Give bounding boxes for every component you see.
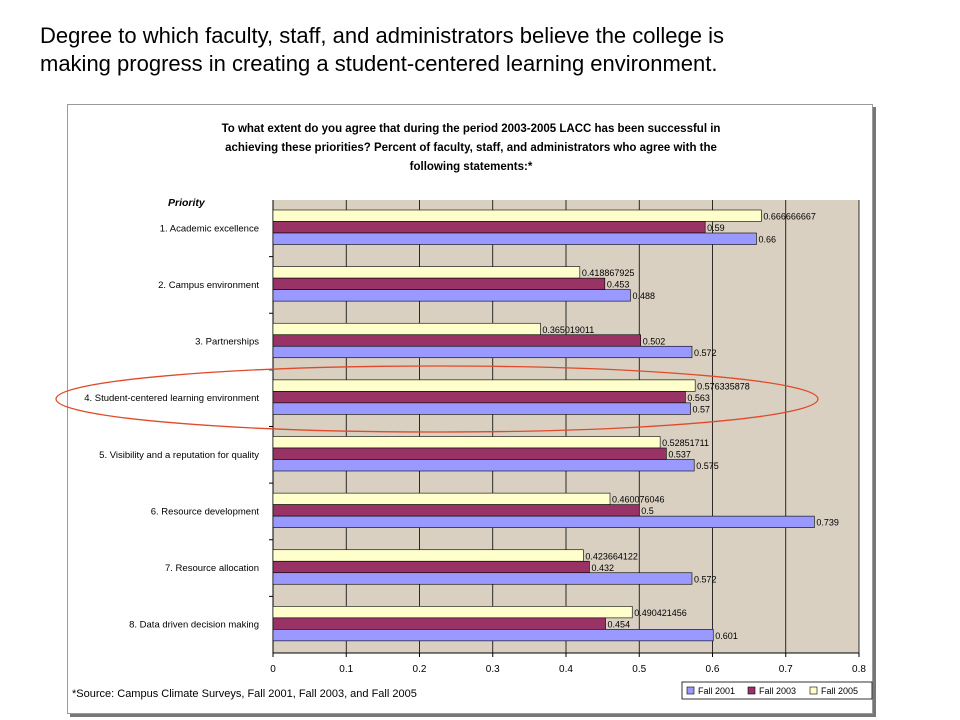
x-tick-label-8: 0.8 [852, 664, 866, 675]
data-label-fall-2005-5: 0.52851711 [662, 438, 709, 448]
x-tick-label-4: 0.4 [559, 664, 573, 675]
bar-fall-2005-8 [272, 606, 633, 619]
chart-title-line-2: achieving these priorities? Percent of f… [225, 142, 717, 154]
bar-fall-2001-5 [272, 459, 695, 472]
bar-fall-2001-2 [272, 289, 631, 302]
data-label-fall-2005-1: 0.666666667 [763, 212, 816, 222]
y-axis-label: Priority [168, 197, 206, 209]
category-label-8: 8. Data driven decision making [129, 620, 259, 631]
bar-fall-2001-7 [272, 572, 693, 585]
bar-fall-2003-4 [272, 391, 686, 404]
x-tick-label-2: 0.2 [413, 664, 427, 675]
bar-chart: To what extent do you agree that during … [72, 123, 873, 700]
bar-fall-2003-1 [272, 221, 706, 234]
legend-box [681, 681, 873, 700]
bar-fall-2003-3 [272, 334, 642, 347]
category-label-2: 2. Campus environment [158, 280, 259, 291]
data-label-fall-2001-8: 0.601 [715, 631, 738, 641]
bar-fall-2005-1 [272, 209, 762, 222]
bar-fall-2003-2 [272, 277, 606, 290]
category-label-1: 1. Academic excellence [160, 223, 259, 234]
legend-swatch-1 [686, 686, 695, 695]
bar-fall-2003-5 [272, 447, 667, 460]
bar-fall-2001-3 [272, 345, 693, 359]
data-label-fall-2003-1: 0.59 [707, 223, 725, 233]
data-label-fall-2005-6: 0.460076046 [612, 495, 665, 505]
category-label-7: 7. Resource allocation [165, 563, 259, 574]
bar-fall-2005-7 [272, 549, 584, 562]
bar-fall-2005-5 [272, 436, 661, 449]
data-label-fall-2001-5: 0.575 [696, 461, 719, 471]
category-label-6: 6. Resource development [151, 506, 260, 517]
category-label-4: 4. Student-centered learning environment [84, 393, 259, 404]
data-label-fall-2003-6: 0.5 [641, 506, 654, 516]
bar-fall-2001-4 [272, 402, 691, 415]
bar-fall-2001-1 [272, 232, 757, 245]
legend-label-2: Fall 2003 [759, 686, 796, 696]
data-label-fall-2001-4: 0.57 [693, 404, 711, 414]
data-label-fall-2003-4: 0.563 [687, 393, 710, 403]
data-label-fall-2003-3: 0.502 [643, 336, 666, 346]
x-tick-label-7: 0.7 [779, 664, 793, 675]
bar-fall-2001-8 [272, 629, 714, 642]
bar-fall-2003-7 [272, 560, 590, 574]
x-tick-label-1: 0.1 [339, 664, 353, 675]
data-label-fall-2005-3: 0.365019011 [542, 325, 594, 335]
data-label-fall-2003-2: 0.453 [607, 280, 630, 290]
data-label-fall-2005-2: 0.418867925 [582, 268, 635, 278]
bar-fall-2005-4 [272, 379, 696, 392]
data-label-fall-2001-7: 0.572 [694, 574, 717, 584]
slide-title-line-2: making progress in creating a student-ce… [40, 51, 718, 76]
data-label-fall-2001-6: 0.739 [816, 518, 839, 528]
bar-fall-2005-2 [272, 266, 581, 279]
bar-fall-2005-3 [272, 322, 541, 336]
category-label-3: 3. Partnerships [195, 337, 259, 348]
x-tick-label-0: 0 [270, 664, 276, 675]
chart-title-line-1: To what extent do you agree that during … [222, 123, 721, 135]
slide-title-line-1: Degree to which faculty, staff, and admi… [40, 23, 724, 48]
data-label-fall-2003-8: 0.454 [608, 619, 631, 629]
x-tick-label-5: 0.5 [632, 664, 646, 675]
data-label-fall-2003-7: 0.432 [591, 563, 614, 573]
source-note: *Source: Campus Climate Surveys, Fall 20… [72, 688, 417, 700]
data-label-fall-2005-8: 0.490421456 [634, 608, 687, 618]
data-label-fall-2001-1: 0.66 [758, 235, 776, 245]
legend-swatch-3 [809, 686, 818, 695]
data-label-fall-2001-3: 0.572 [694, 348, 717, 358]
data-label-fall-2003-5: 0.537 [668, 450, 691, 460]
category-label-5: 5. Visibility and a reputation for quali… [99, 450, 259, 461]
data-label-fall-2005-4: 0.576335878 [697, 381, 750, 391]
bar-fall-2003-6 [272, 504, 640, 517]
bar-fall-2001-6 [272, 515, 815, 528]
bar-fall-2003-8 [272, 617, 606, 630]
slide-title: Degree to which faculty, staff, and admi… [40, 22, 940, 78]
x-tick-label-6: 0.6 [706, 664, 720, 675]
legend-swatch-2 [747, 686, 756, 695]
bar-fall-2005-6 [272, 492, 611, 505]
x-tick-label-3: 0.3 [486, 664, 500, 675]
chart-frame: To what extent do you agree that during … [67, 104, 873, 714]
legend-label-1: Fall 2001 [698, 686, 735, 696]
data-label-fall-2005-7: 0.423664122 [585, 551, 638, 561]
legend-label-3: Fall 2005 [821, 686, 858, 696]
chart-title-line-3: following statements:* [410, 161, 533, 173]
data-label-fall-2001-2: 0.488 [632, 291, 655, 301]
